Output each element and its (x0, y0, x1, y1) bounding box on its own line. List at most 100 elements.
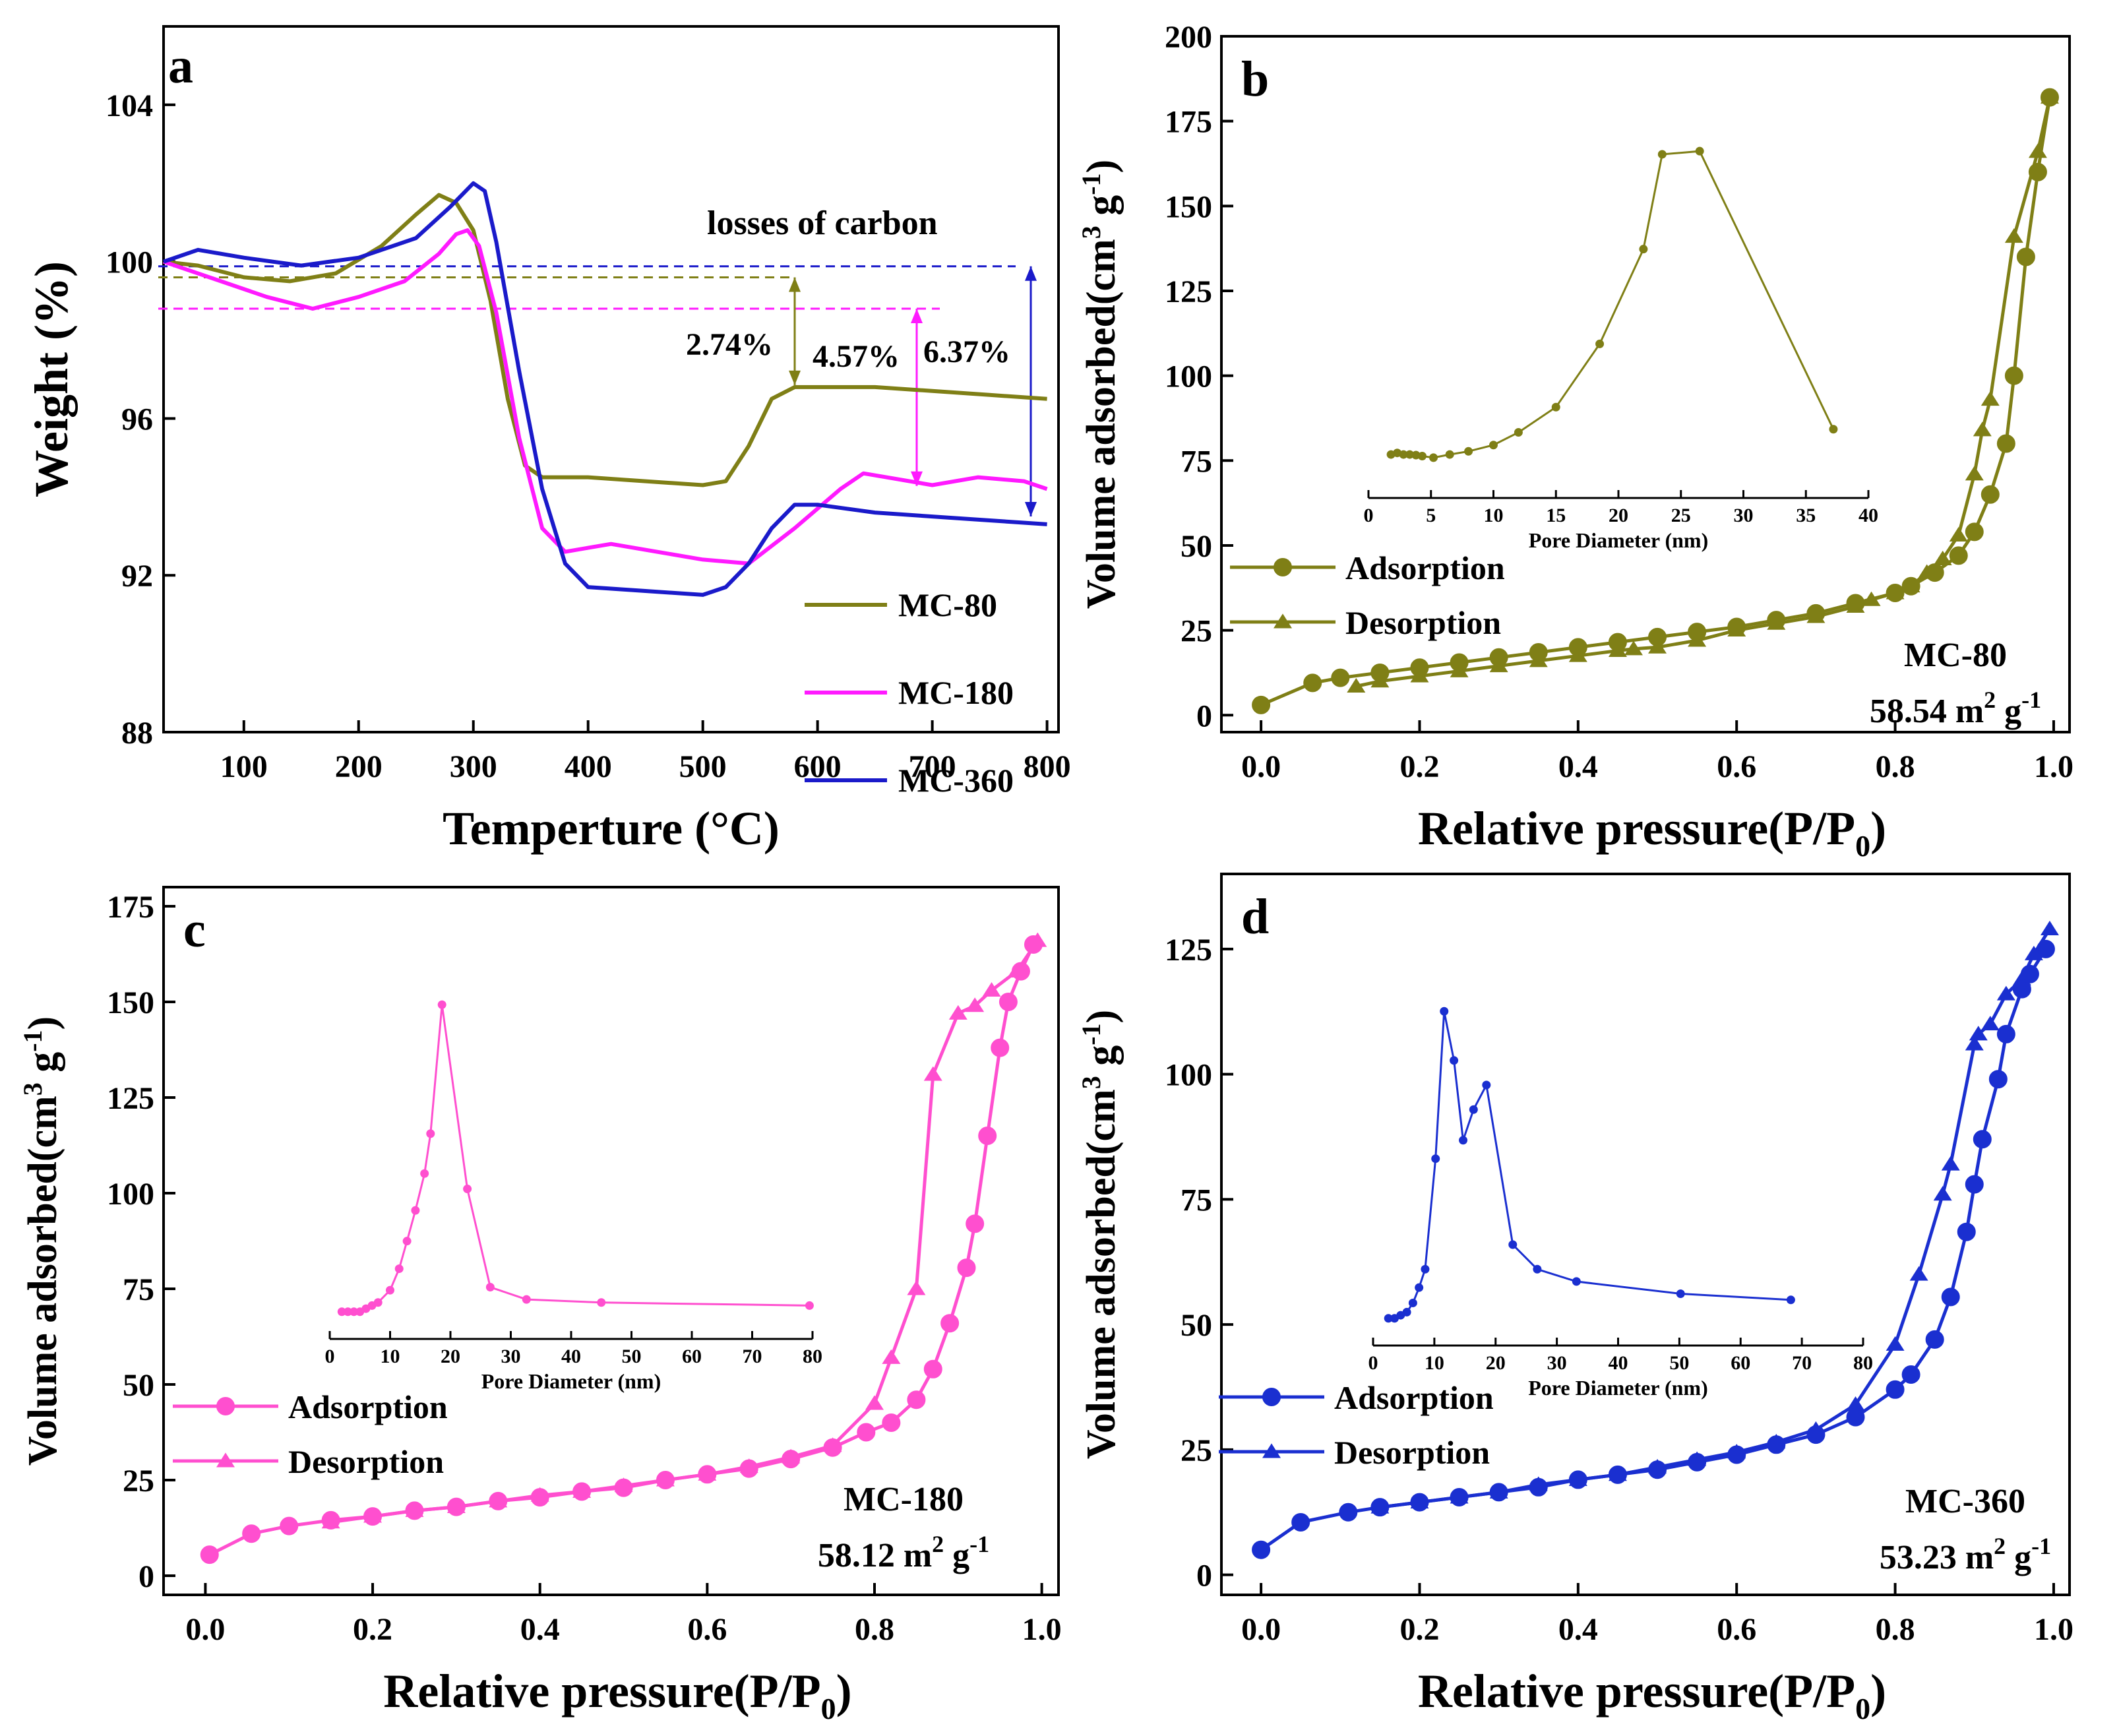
x-axis-title-close: ) (836, 1665, 852, 1718)
adsorption-point (1996, 1024, 2015, 1043)
panel-letter-a: a (168, 38, 193, 94)
inset-point (1408, 1298, 1417, 1307)
panel-b-frame (1220, 35, 2071, 733)
inset-point (1417, 451, 1427, 460)
x-axis-title-sub: 0 (821, 1692, 836, 1725)
inset-tick-label: 40 (561, 1346, 581, 1367)
legend-label: Desorption (1345, 604, 1501, 641)
y-tick-label: 100 (107, 1177, 154, 1212)
inset-point (1508, 1240, 1518, 1249)
adsorption-point (1925, 1330, 1944, 1349)
inset-point (402, 1237, 412, 1246)
adsorption-point (242, 1524, 261, 1543)
surface-g: g (1996, 693, 2021, 730)
inset-tick-label: 80 (1853, 1352, 1873, 1374)
y-tick-label: 75 (123, 1272, 154, 1307)
legend-marker-adsorption (1274, 558, 1292, 576)
adsorption-line (1260, 948, 2048, 1551)
x-axis-title-sub: 0 (1855, 1692, 1870, 1725)
adsorption-point (1957, 1222, 1976, 1241)
adsorption-point (280, 1516, 299, 1535)
inset-line (342, 1005, 810, 1313)
adsorption-point (1450, 1487, 1469, 1506)
panel-c-frame (162, 886, 1060, 1596)
y-tick-label: 100 (1165, 1058, 1212, 1093)
desorption-point (2004, 228, 2023, 243)
y-tick-label: 175 (1165, 105, 1212, 140)
desorption-point (865, 1395, 884, 1410)
inset-point (1676, 1289, 1685, 1298)
inset-tick-label: 30 (501, 1346, 521, 1367)
inset-tick-label: 40 (1858, 505, 1878, 526)
desorption-point (1969, 1026, 1988, 1041)
adsorption-point (1727, 1445, 1746, 1464)
surface-unit: m (1957, 1539, 1994, 1576)
inset-point (1551, 402, 1560, 412)
inset-x-title: Pore Diameter (nm) (1529, 528, 1708, 552)
panel-letter-b: b (1241, 51, 1269, 107)
desorption-point (982, 982, 1001, 997)
inset-point (1533, 1264, 1542, 1274)
x-tick-label: 300 (450, 749, 497, 784)
adsorption-point (923, 1359, 942, 1379)
adsorption-point (1767, 611, 1786, 630)
desorption-point (1933, 1186, 1952, 1201)
desorption-point (1624, 640, 1643, 656)
desorption-point (1981, 1016, 2000, 1031)
x-axis-title-main: Relative pressure(P/P (1418, 802, 1855, 855)
y-title-sup: -1 (1076, 1023, 1106, 1045)
y-tick-label: 104 (106, 88, 153, 123)
y-tick-label: 100 (1165, 359, 1212, 394)
surface-sup: -1 (969, 1531, 989, 1557)
arrow-head (911, 309, 923, 323)
adsorption-point (1410, 658, 1429, 677)
panel-a: 100 200 300 400 500 600 700 800889296100104Temp… (25, 25, 1071, 855)
inset-tick-label: 25 (1671, 505, 1691, 526)
inset-point (1431, 1154, 1440, 1163)
legend-label: MC-360 (898, 762, 1014, 799)
adsorption-point (1252, 1540, 1271, 1559)
inset-tick-label: 0 (325, 1346, 335, 1367)
surface-value: 58.54 (1870, 693, 1947, 730)
adsorption-point (966, 1214, 985, 1233)
surface-unit: m (895, 1537, 932, 1574)
y-axis-title: Volume adsorbed(cm3 g-1) (18, 1016, 65, 1466)
inset-point (411, 1206, 420, 1215)
inset-c: 0 10 20 30 40 50 60 70 80 Pore Diameter (nm) (325, 1000, 822, 1393)
desorption-point (1347, 677, 1366, 693)
x-axis-title: Relative pressure(P/P0) (1418, 802, 1886, 863)
inset-b: 0 5 10 15 20 25 30 35 40 Pore Diameter (nm) (1364, 146, 1878, 552)
inset-point (1595, 339, 1605, 348)
inset-x-title: Pore Diameter (nm) (1528, 1376, 1707, 1400)
arrow-head (789, 370, 801, 385)
x-tick-label: 0.8 (1876, 749, 1915, 784)
adsorption-point (2004, 366, 2023, 385)
x-tick-label: 1.0 (2034, 1612, 2073, 1647)
x-tick-label: 0.6 (687, 1612, 727, 1647)
x-tick-label: 0.2 (1399, 1612, 1439, 1647)
inset-point (420, 1169, 429, 1178)
adsorption-point (1901, 576, 1920, 596)
adsorption-point (1450, 653, 1469, 672)
adsorption-point (1370, 1498, 1390, 1517)
inset-tick-label: 30 (1734, 505, 1754, 526)
adsorption-point (1688, 1452, 1707, 1472)
adsorption-point (1608, 633, 1627, 652)
y-tick-label: 50 (1181, 1308, 1212, 1343)
x-axis-title: Temperture (°C) (443, 802, 780, 855)
adsorption-point (1688, 623, 1707, 642)
desorption-line (330, 939, 1039, 1524)
x-tick-label: 700 (909, 749, 956, 784)
desorption-point (1909, 1266, 1928, 1281)
y-title-main: Volume adsorbed(cm (1079, 1089, 1124, 1459)
legend-marker-adsorption (1262, 1388, 1281, 1406)
inset-point (1459, 1136, 1468, 1145)
desorption-point (1973, 421, 1992, 437)
inset-point (1639, 245, 1648, 254)
legend-label: Adsorption (1334, 1379, 1494, 1416)
surface-value: 53.23 (1880, 1539, 1957, 1576)
inset-tick-label: 20 (1486, 1352, 1506, 1374)
inset-point (394, 1264, 404, 1274)
inset-point (463, 1185, 472, 1194)
adsorption-point (1941, 1287, 1960, 1307)
